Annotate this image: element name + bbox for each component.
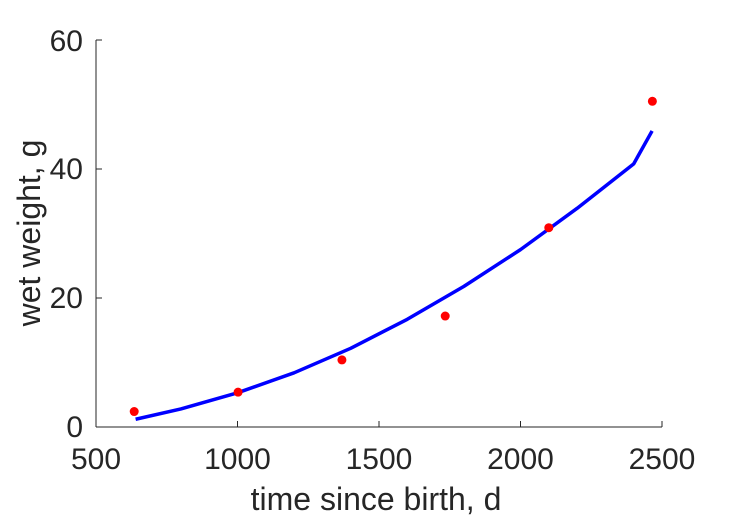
data-point	[129, 407, 139, 417]
y-ticks: 0 20 40 60	[50, 25, 83, 444]
x-ticks: 500 1000 1500 2000 2500	[71, 443, 695, 476]
fit-curve	[135, 130, 654, 421]
y-tick-label: 60	[50, 25, 83, 58]
y-tick-label: 20	[50, 282, 83, 315]
x-tick-label: 1500	[346, 443, 413, 476]
y-tick-label: 40	[50, 153, 83, 186]
x-axis-label: time since birth, d	[251, 481, 502, 517]
x-tick-label: 2500	[629, 443, 696, 476]
y-tick-label: 0	[66, 411, 83, 444]
data-point	[440, 311, 450, 321]
chart-marks	[129, 96, 657, 421]
data-point	[337, 355, 347, 365]
data-point	[647, 96, 657, 106]
x-tick-label: 2000	[487, 443, 554, 476]
y-axis-label: wet weight, g	[11, 140, 47, 328]
x-tick-label: 500	[71, 443, 121, 476]
x-tick-label: 1000	[204, 443, 271, 476]
data-point	[544, 223, 554, 233]
data-point	[233, 387, 243, 397]
